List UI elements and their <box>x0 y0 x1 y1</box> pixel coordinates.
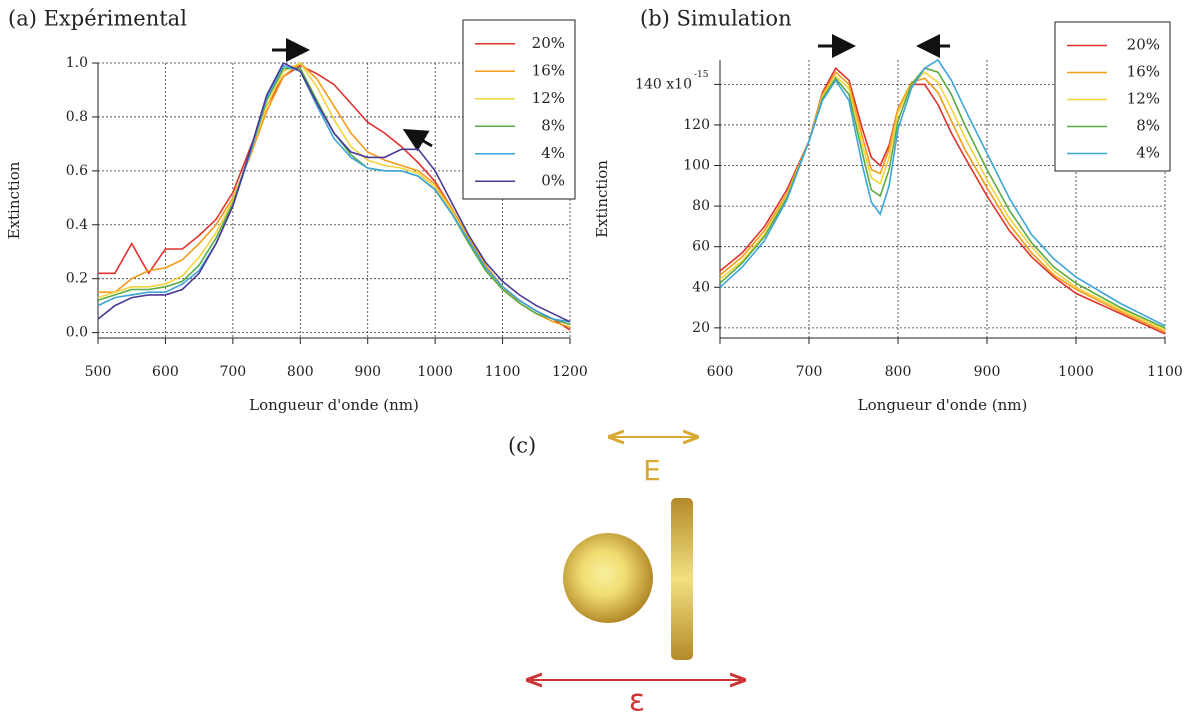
x-tick-label: 900 <box>974 364 1001 380</box>
legend-label: 16% <box>1127 63 1160 81</box>
series-line <box>97 64 571 323</box>
y-tick-label: 1.0 <box>66 55 88 71</box>
x-axis-label: Longueur d'onde (nm) <box>249 396 419 414</box>
y-exponent: -15 <box>694 70 709 80</box>
shift-arrows <box>272 34 950 152</box>
series-line <box>97 61 571 323</box>
legend-label: 12% <box>1127 90 1160 108</box>
legend-label: 0% <box>541 171 565 189</box>
y-tick-label: 100 <box>683 158 710 174</box>
diagram: (c) E ε <box>508 434 744 719</box>
panel-label: (c) <box>508 434 536 458</box>
y-tick-label: 0.2 <box>66 271 88 287</box>
series-line <box>98 61 571 328</box>
y-tick-label: 0.8 <box>66 109 88 125</box>
legend-box <box>1054 21 1171 172</box>
legend-label: 20% <box>1127 36 1160 54</box>
x-tick-label: 900 <box>354 364 381 380</box>
legend-label: 16% <box>532 61 565 79</box>
x-tick-label: 1100 <box>1147 364 1183 380</box>
x-tick-label: 500 <box>85 364 112 380</box>
sphere <box>563 533 653 623</box>
y-tick-label: 20 <box>692 320 710 336</box>
legend-label: 4% <box>1136 144 1160 162</box>
series-line <box>719 58 1166 327</box>
chart-title: (b) Simulation <box>640 7 792 31</box>
y-tick-label: 80 <box>692 198 710 214</box>
x-tick-label: 800 <box>287 364 314 380</box>
legend-box <box>462 19 576 200</box>
legend-label: 8% <box>541 116 565 134</box>
chart-title: (a) Expérimental <box>8 7 187 31</box>
y-tick-label: 40 <box>692 279 710 295</box>
x-tick-label: 700 <box>219 364 246 380</box>
legend-label: 8% <box>1136 117 1160 135</box>
legend-label: 12% <box>532 89 565 107</box>
rod <box>671 498 693 660</box>
y-tick-label: 140 x10 <box>635 76 692 92</box>
x-tick-label: 1200 <box>552 364 588 380</box>
y-axis-label: Extinction <box>5 161 23 239</box>
y-tick-label: 0.6 <box>66 163 88 179</box>
field-label: E <box>643 454 661 487</box>
y-axis-label: Extinction <box>593 160 611 238</box>
permittivity-label: ε <box>629 684 645 719</box>
y-tick-label: 0.4 <box>66 217 88 233</box>
legend-label: 4% <box>541 144 565 162</box>
y-tick-label: 60 <box>692 239 710 255</box>
x-tick-label: 600 <box>707 364 734 380</box>
x-tick-label: 1000 <box>417 364 453 380</box>
x-tick-label: 700 <box>796 364 823 380</box>
x-tick-label: 800 <box>885 364 912 380</box>
legend-label: 20% <box>532 34 565 52</box>
x-tick-label: 1100 <box>485 364 521 380</box>
y-tick-label: 0.0 <box>66 325 88 341</box>
x-axis-label: Longueur d'onde (nm) <box>858 396 1028 414</box>
x-tick-label: 600 <box>152 364 179 380</box>
y-tick-label: 120 <box>683 117 710 133</box>
x-tick-label: 1000 <box>1058 364 1094 380</box>
